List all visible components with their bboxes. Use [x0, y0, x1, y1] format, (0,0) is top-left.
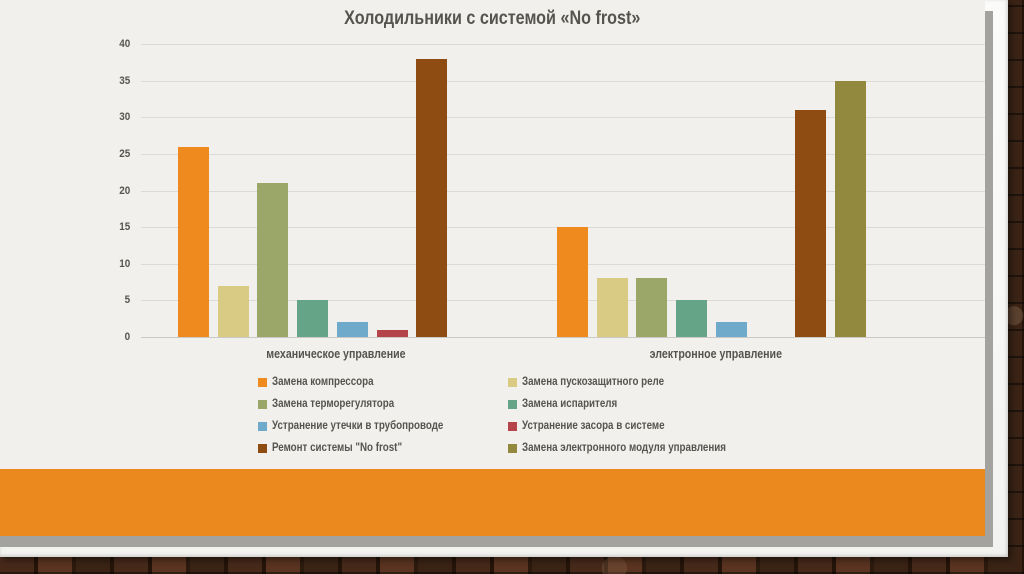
bar-mech-s6 [377, 330, 408, 337]
legend-item-s2: Замена пускозащитного реле [508, 376, 798, 388]
y-tick: 0 [86, 330, 130, 344]
bar-mech-s3 [257, 183, 288, 337]
bar-mech-s5 [337, 322, 368, 337]
y-tick-label: 15 [118, 221, 130, 233]
chart-title: Холодильники с системой «No frost» [0, 6, 985, 32]
bar-mech-s4 [297, 300, 328, 337]
legend-label: Ремонт системы "No frost" [272, 442, 403, 454]
legend-label: Замена испарителя [522, 398, 618, 410]
y-tick-label: 40 [118, 38, 130, 50]
gridline-y20 [141, 191, 985, 192]
bar-elec-s8 [835, 81, 866, 337]
bar-elec-s3 [636, 278, 667, 337]
legend-item-s8: Замена электронного модуля управления [508, 442, 798, 454]
bar-mech-s1 [178, 147, 209, 337]
y-tick: 10 [86, 257, 130, 271]
y-tick-label: 5 [124, 294, 130, 306]
y-tick: 5 [86, 293, 130, 307]
legend-swatch-icon [258, 421, 267, 431]
legend-item-s6: Устранение засора в системе [508, 420, 798, 432]
legend-item-s7: Ремонт системы "No frost" [258, 442, 508, 454]
y-tick-label: 35 [118, 75, 130, 87]
chart-panel: Холодильники с системой «No frost» 0 5 10 1… [0, 0, 985, 536]
category-label-2: электронное управление [556, 346, 876, 362]
y-tick: 30 [86, 110, 130, 124]
gridline-y25 [141, 154, 985, 155]
legend-swatch-icon [258, 377, 267, 387]
legend-swatch-icon [258, 399, 267, 409]
flipchart-paper: Холодильники с системой «No frost» 0 5 10 1… [0, 0, 1008, 557]
category-label-text: механическое управление [266, 347, 406, 361]
bar-elec-s1 [557, 227, 588, 337]
chart-title-text: Холодильники с системой «No frost» [344, 8, 641, 29]
y-tick-label: 25 [118, 148, 130, 160]
y-tick-label: 20 [118, 185, 130, 197]
legend-item-s4: Замена испарителя [508, 398, 798, 410]
legend-swatch-icon [508, 399, 517, 409]
y-tick-label: 0 [124, 331, 130, 343]
bar-mech-s7 [416, 59, 447, 337]
bar-elec-s7 [795, 110, 826, 337]
legend-item-s3: Замена терморегулятора [258, 398, 508, 410]
category-label-text: электронное управление [649, 347, 783, 361]
gridline-y35 [141, 81, 985, 82]
legend-label: Замена компрессора [272, 376, 374, 388]
y-tick: 35 [86, 74, 130, 88]
legend-item-s1: Замена компрессора [258, 376, 508, 388]
bar-elec-s5 [716, 322, 747, 337]
bar-elec-s4 [676, 300, 707, 337]
y-tick: 25 [86, 147, 130, 161]
footer-accent-band [0, 469, 985, 536]
legend-swatch-icon [508, 377, 517, 387]
y-tick: 15 [86, 220, 130, 234]
legend-label: Замена пускозащитного реле [522, 376, 665, 388]
gridline-y0 [141, 337, 985, 338]
legend-swatch-icon [508, 443, 517, 453]
legend-label: Замена электронного модуля управления [522, 442, 726, 454]
y-tick: 20 [86, 184, 130, 198]
y-tick: 40 [86, 37, 130, 51]
legend-swatch-icon [258, 443, 267, 453]
y-tick-label: 30 [118, 111, 130, 123]
category-label-1: механическое управление [176, 346, 496, 362]
bar-elec-s2 [597, 278, 628, 337]
gridline-y30 [141, 117, 985, 118]
legend-swatch-icon [508, 421, 517, 431]
y-tick-label: 10 [118, 258, 130, 270]
legend-label: Устранение утечки в трубопроводе [272, 420, 444, 432]
plot-area: 0 5 10 15 20 25 30 35 40 механическое управление э… [86, 37, 985, 362]
gridline-y40 [141, 44, 985, 45]
legend-item-s5: Устранение утечки в трубопроводе [258, 420, 508, 432]
chart-legend: Замена компрессора Замена пускозащитного … [258, 371, 798, 459]
legend-label: Устранение засора в системе [522, 420, 665, 432]
bar-mech-s2 [218, 286, 249, 337]
legend-label: Замена терморегулятора [272, 398, 395, 410]
